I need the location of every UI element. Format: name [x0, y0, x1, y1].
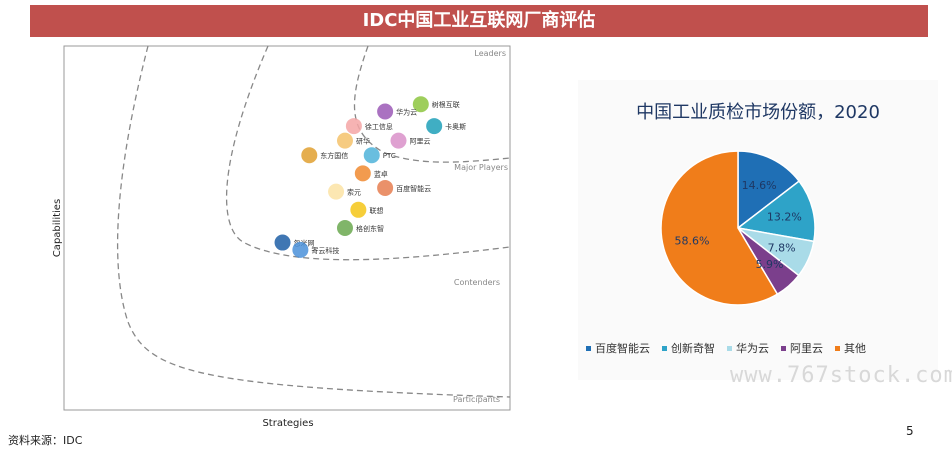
bubble-point	[350, 201, 367, 218]
plot-area	[63, 45, 511, 411]
legend-label: 其他	[844, 342, 866, 355]
bubble-point	[336, 132, 353, 149]
legend-swatch	[727, 346, 732, 351]
page-title: IDC中国工业互联网厂商评估	[30, 5, 928, 37]
legend-label: 百度智能云	[595, 341, 650, 355]
bubble-label: 蓝卓	[374, 169, 388, 178]
legend-label: 华为云	[736, 341, 769, 355]
bubble-label: 阿里云	[410, 137, 431, 146]
idc-marketscape-chart: Leaders Major Players Contenders Partici…	[48, 42, 514, 432]
bubble-label: 寄云科技	[311, 246, 339, 255]
bubble-label: PTC	[383, 152, 396, 160]
bubble-point	[336, 220, 353, 236]
x-axis-label: Strategies	[262, 418, 313, 429]
pie-slice	[736, 180, 816, 243]
pie-data-label: 13.2%	[767, 211, 802, 224]
bubble-label: 索元	[347, 188, 361, 197]
bubble-point	[377, 179, 394, 196]
y-axis-label: Capabilities	[52, 199, 63, 257]
bubble-label: 华为云	[396, 108, 417, 117]
bubble-point	[328, 183, 345, 200]
legend-label: 阿里云	[790, 342, 823, 355]
legend-swatch	[586, 346, 591, 351]
legend-label: 创新奇智	[671, 341, 715, 355]
bubble-label: 东方国信	[320, 151, 348, 160]
legend-swatch	[662, 346, 667, 351]
bubble-label: 树根互联	[432, 100, 460, 109]
watermark: www.767stock.com	[730, 363, 952, 388]
bubble-point	[274, 234, 291, 251]
pie-chart-title: 中国工业质检市场份额，2020	[636, 102, 880, 123]
zone-label-participants: Participants	[453, 395, 500, 404]
pie-chart-panel: 中国工业质检市场份额，2020 14.6% 13.2% 7.8% 5.9% 58.6% …	[578, 80, 938, 380]
pie-slice	[660, 150, 779, 306]
page-number: 5	[906, 424, 914, 438]
bubble-label: 格创东智	[356, 224, 384, 233]
bubble-point	[354, 165, 371, 182]
bubble-label: 卡奥斯	[445, 122, 466, 131]
bubble-point	[377, 103, 394, 120]
bubble-point	[292, 241, 309, 258]
pie-slice	[737, 150, 801, 230]
bubble-point	[301, 147, 318, 164]
zone-label-contenders: Contenders	[454, 278, 500, 287]
pie-data-label: 14.6%	[742, 179, 777, 192]
bubble-point	[412, 96, 429, 113]
bubble-label: 联想	[369, 206, 383, 215]
legend-swatch	[835, 346, 840, 351]
major-players-boundary	[353, 45, 511, 163]
pie-data-label: 5.9%	[756, 258, 784, 271]
contenders-boundary	[225, 45, 511, 261]
zone-label-major-players: Major Players	[454, 163, 508, 172]
source-note: 资料来源：IDC	[8, 434, 83, 447]
legend-swatch	[781, 346, 786, 351]
bubble-label: 百度智能云	[396, 184, 431, 193]
participants-boundary	[116, 45, 511, 398]
bubble-point	[426, 118, 443, 135]
pie-data-label: 58.6%	[674, 235, 709, 248]
zone-label-leaders: Leaders	[474, 49, 506, 58]
bubble-point	[390, 132, 407, 149]
bubble-point	[363, 147, 380, 164]
bubble-label: 研华	[356, 137, 370, 146]
bubble-point	[345, 118, 362, 135]
bubble-label: 徐工信息	[365, 122, 393, 131]
pie-data-label: 7.8%	[768, 241, 796, 254]
